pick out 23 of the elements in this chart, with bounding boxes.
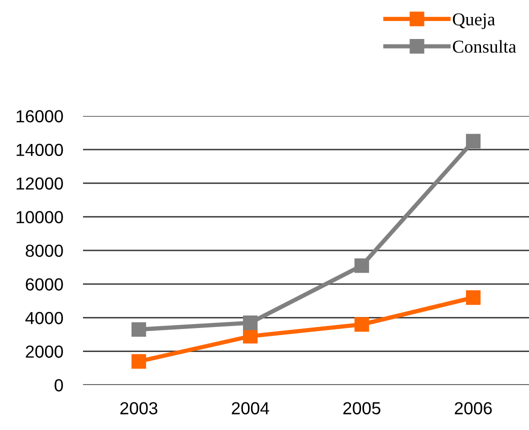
point bbox=[132, 322, 146, 337]
point bbox=[242, 328, 258, 344]
point bbox=[466, 134, 481, 148]
x-tick-label: 2006 bbox=[454, 402, 492, 414]
y-tick-label: 4000 bbox=[25, 312, 63, 324]
x-tick-label: 2005 bbox=[343, 402, 380, 414]
point bbox=[354, 317, 370, 332]
legend-label: Queja bbox=[452, 13, 496, 30]
y-tick-label: 14000 bbox=[16, 144, 63, 156]
point bbox=[466, 290, 481, 305]
y-tick-label: 0 bbox=[54, 379, 63, 392]
x-tick-label: 2003 bbox=[120, 402, 158, 414]
y-tick-label: 16000 bbox=[16, 110, 63, 122]
y-tick-label: 2000 bbox=[26, 346, 63, 358]
point bbox=[132, 354, 146, 369]
y-tick-label: 8000 bbox=[26, 244, 63, 257]
y-tick-label: 6000 bbox=[26, 278, 63, 291]
point bbox=[354, 258, 370, 273]
x-tick-label: 2004 bbox=[232, 402, 270, 414]
y-tick-label: 10000 bbox=[16, 211, 63, 224]
y-tick-label: 12000 bbox=[16, 177, 63, 190]
legend-label: Consulta bbox=[452, 40, 516, 53]
point bbox=[242, 315, 258, 330]
